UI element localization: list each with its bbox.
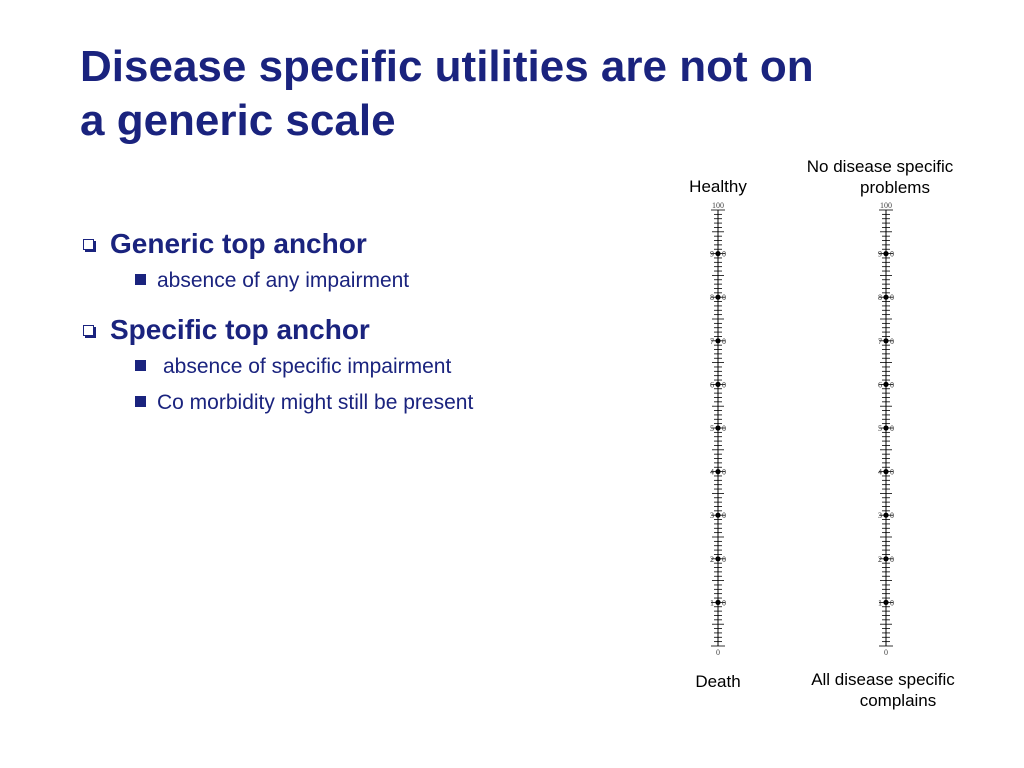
bullet-list: Generic top anchor absence of any impair… (80, 226, 640, 426)
left-scale-marker-dot (715, 251, 721, 257)
right-scale-tick-label: 8 (878, 293, 882, 302)
right-scale-tick-label: 7 (878, 337, 882, 346)
bullet-generic-top-anchor: Generic top anchor (80, 226, 640, 262)
right-scale-tick-label: 9 (878, 250, 882, 259)
right-scale-marker-dot (883, 556, 889, 562)
title-line-2: a generic scale (80, 96, 396, 145)
left-scale-tick-label: 0 (722, 424, 726, 433)
right-scale-tick-label: 5 (878, 424, 882, 433)
left-scale-tick-label: 100 (712, 201, 724, 210)
left-scale-marker-dot (715, 469, 721, 475)
left-scale-marker-dot (715, 425, 721, 431)
left-scale-tick-label: 0 (722, 337, 726, 346)
right-scale-marker-dot (883, 338, 889, 344)
right-scale-tick-label: 0 (890, 555, 894, 564)
left-scale-tick-label: 1 (710, 598, 714, 607)
right-scale-tick-label: 100 (880, 201, 892, 210)
right-scale-marker-dot (883, 294, 889, 300)
right-scale-marker-dot (883, 251, 889, 257)
right-scale-marker-dot (883, 512, 889, 518)
sub-bullet-specific-impairment: absence of specific impairment (80, 354, 640, 380)
left-scale-marker-dot (715, 338, 721, 344)
left-scale-tick-label: 2 (710, 555, 714, 564)
right-scale-tick-label: 6 (878, 380, 882, 389)
left-scale-tick-label: 0 (722, 598, 726, 607)
right-scale-marker-dot (883, 469, 889, 475)
right-scale-marker-dot (883, 425, 889, 431)
healthy-label: Healthy (689, 177, 747, 196)
left-scale-tick-label: 3 (710, 511, 714, 520)
right-scale-marker-dot (883, 381, 889, 387)
hollow-square-bullet-icon (83, 239, 94, 250)
right-scale-tick-label: 0 (890, 598, 894, 607)
right-scale-tick-label: 0 (890, 293, 894, 302)
right-scale-tick-label: 0 (890, 250, 894, 259)
left-scale-marker-dot (715, 294, 721, 300)
right-scale-tick-label: 0 (890, 468, 894, 477)
left-scale-tick-label: 0 (722, 468, 726, 477)
left-scale-tick-label: 5 (710, 424, 714, 433)
right-scale-tick-label: 0 (890, 511, 894, 520)
right-scale-marker-dot (883, 599, 889, 605)
right-scale-tick-label: 0 (884, 648, 888, 657)
right-scale-tick-label: 0 (890, 424, 894, 433)
left-scale-tick-label: 0 (722, 293, 726, 302)
left-scale-tick-label: 8 (710, 293, 714, 302)
sub-bullet-any-impairment: absence of any impairment (80, 268, 640, 294)
bullet-label: Generic top anchor (110, 228, 367, 259)
right-scale-tick-label: 0 (890, 337, 894, 346)
death-label: Death (695, 672, 741, 691)
filled-square-bullet-icon (135, 360, 146, 371)
bullet-specific-top-anchor: Specific top anchor (80, 312, 640, 348)
left-scale-marker-dot (715, 599, 721, 605)
left-scale-tick-label: 0 (716, 648, 720, 657)
right-scale-tick-label: 0 (890, 380, 894, 389)
left-scale-tick-label: 0 (722, 555, 726, 564)
filled-square-bullet-icon (135, 396, 146, 407)
sub-bullet-comorbidity: Co morbidity might still be present (80, 390, 640, 416)
left-scale-marker-dot (715, 512, 721, 518)
left-scale-tick-label: 7 (710, 337, 714, 346)
right-scale-tick-label: 2 (878, 555, 882, 564)
title-line-1: Disease specific utilities are not on (80, 42, 814, 91)
filled-square-bullet-icon (135, 274, 146, 285)
left-scale-tick-label: 0 (722, 511, 726, 520)
bullet-label: Specific top anchor (110, 314, 370, 345)
left-scale-tick-label: 9 (710, 250, 714, 259)
all-disease-specific-complains-label: All disease specific complains (811, 670, 955, 710)
right-scale-tick-label: 4 (878, 468, 882, 477)
hollow-square-bullet-icon (83, 325, 94, 336)
left-scale-marker-dot (715, 381, 721, 387)
sub-bullet-label: Co morbidity might still be present (157, 391, 474, 414)
left-scale-tick-label: 6 (710, 380, 714, 389)
slide-title: Disease specific utilities are not on a … (80, 40, 980, 148)
right-scale-tick-label: 3 (878, 511, 882, 520)
left-scale-marker-dot (715, 556, 721, 562)
left-scale-tick-label: 0 (722, 380, 726, 389)
sub-bullet-label: absence of any impairment (157, 269, 410, 292)
right-scale-tick-label: 1 (878, 598, 882, 607)
sub-bullet-label: absence of specific impairment (163, 355, 452, 378)
no-disease-specific-problems-label: No disease specific problems (806, 157, 954, 197)
left-scale-tick-label: 0 (722, 250, 726, 259)
left-scale-tick-label: 4 (710, 468, 714, 477)
